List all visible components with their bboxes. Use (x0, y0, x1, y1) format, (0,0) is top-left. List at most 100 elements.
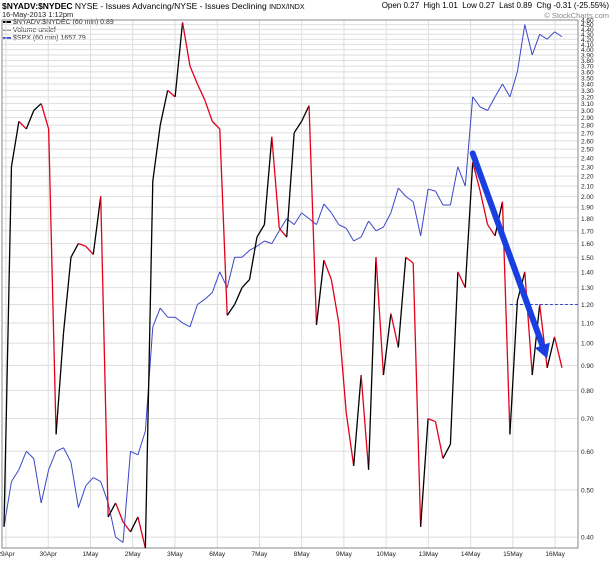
ratio-segment (442, 444, 451, 459)
spx-segment (464, 96, 474, 187)
y-tick-label: 1.10 (581, 320, 594, 327)
ratio-segment (449, 271, 459, 445)
spx-segment (301, 212, 310, 220)
y-axis-labels: 0.40 0.50 0.60 0.70 0.80 0.90 1.00 1.10 1.20 1.30… (581, 18, 594, 542)
y-tick-label: 3.60 (581, 69, 594, 76)
ratio-segment (509, 300, 519, 435)
spx-segment (130, 450, 139, 456)
ratio-segment (353, 375, 362, 466)
spx-segment (531, 34, 541, 56)
y-tick-label: 1.50 (581, 255, 594, 262)
legend-swatch-spx (3, 37, 11, 40)
x-tick-label: 16May (545, 551, 565, 558)
spx-segment (449, 166, 459, 206)
spx-segment (70, 462, 79, 508)
ratio-segment (360, 375, 370, 470)
exchange: INDX/INDX (269, 4, 305, 11)
spx-segment (226, 257, 236, 288)
spx-segment (85, 477, 94, 487)
ratio-segment (241, 279, 250, 289)
y-tick-label: 1.20 (581, 302, 594, 309)
ratio-segment (85, 245, 94, 255)
y-tick-label: 2.50 (581, 147, 594, 154)
x-tick-label: 8May (294, 551, 311, 558)
ratio-segment (25, 110, 35, 130)
x-gridlines (5, 20, 556, 548)
spx-segment (375, 226, 384, 232)
x-tick-label: 14May (461, 551, 481, 558)
y-tick-label: 1.90 (581, 205, 594, 212)
x-tick-label: 9May (336, 551, 353, 558)
y-tick-label: 1.30 (581, 285, 594, 292)
last-value: Last 0.89 (499, 1, 533, 10)
y-tick-label: 2.00 (581, 194, 594, 201)
spx-segment (159, 307, 169, 318)
y-tick-label: 0.50 (581, 487, 594, 494)
y-tick-label: 2.10 (581, 184, 594, 191)
y-tick-label: 0.80 (581, 388, 594, 395)
trend-arrow (469, 150, 550, 359)
y-tick-label: 4.50 (581, 22, 594, 29)
spx-segment (412, 201, 422, 236)
y-tick-label: 3.00 (581, 108, 594, 115)
ratio-segment (338, 322, 347, 413)
y-tick-label: 2.40 (581, 155, 594, 162)
legend-volume: Volume undef (3, 27, 114, 35)
y-tick-label: 3.90 (581, 52, 594, 59)
x-tick-label: 15May (503, 551, 523, 558)
ratio-segment (204, 99, 213, 122)
ratio-segment (144, 181, 154, 549)
ratio-segment (234, 287, 243, 305)
ratio-segment (479, 190, 489, 225)
y-tick-label: 1.80 (581, 216, 594, 223)
y-tick-label: 2.20 (581, 174, 594, 181)
y-tick-label: 1.00 (581, 341, 594, 348)
ratio-segment (196, 83, 206, 101)
y-tick-label: 0.60 (581, 449, 594, 456)
ratio-segment (3, 166, 13, 527)
chart-header: $NYADV:$NYDEC NYSE - Issues Advancing/NY… (0, 0, 615, 11)
spx-segment (189, 304, 198, 327)
spx-segment (390, 187, 399, 214)
x-tick-label: 3May (167, 551, 184, 558)
y-tick-label: 0.70 (581, 416, 594, 423)
ratio-segment (256, 224, 265, 238)
y-tick-label: 2.30 (581, 164, 594, 171)
y-tick-label: 3.70 (581, 64, 594, 71)
x-tick-label: 29Apr (0, 551, 16, 558)
ratio-segment (92, 196, 102, 255)
x-tick-label: 13May (419, 551, 439, 558)
spx-segment (554, 31, 563, 38)
ratio-segment (405, 256, 414, 264)
ratio-segment (487, 224, 496, 237)
high-value: High 1.01 (423, 1, 458, 10)
y-tick-label: 0.90 (581, 363, 594, 370)
ratio-segment (345, 412, 355, 466)
y-tick-label: 4.30 (581, 32, 594, 39)
ratio-segment (174, 22, 184, 97)
legend-label: $NYADV:$NYDEC (60 min) 0.89 (13, 19, 114, 26)
y-tick-label: 4.40 (581, 27, 594, 34)
y-tick-label: 3.80 (581, 58, 594, 65)
spx-segment (457, 166, 466, 187)
x-tick-label: 1May (83, 551, 100, 558)
ratio-segment (323, 259, 332, 280)
spx-segment (11, 469, 20, 482)
y-tick-label: 3.20 (581, 94, 594, 101)
ratio-segment (390, 313, 399, 348)
ratio-segment (382, 313, 392, 376)
spx-segment (152, 307, 161, 328)
spx-segment (353, 236, 362, 242)
ratio-segment (308, 105, 318, 325)
ratio-segment (159, 90, 169, 126)
spx-segment (264, 240, 273, 245)
change-value: Chg -0.31 (-25.55%) (536, 1, 609, 10)
ratio-segment (397, 257, 407, 348)
spx-segment (174, 316, 183, 324)
legend: $NYADV:$NYDEC (60 min) 0.89 Volume undef… (3, 19, 114, 43)
spx-segment (382, 212, 392, 228)
ratio-segment (167, 89, 176, 98)
spx-segment (516, 24, 526, 72)
y-tick-label: 1.60 (581, 241, 594, 248)
